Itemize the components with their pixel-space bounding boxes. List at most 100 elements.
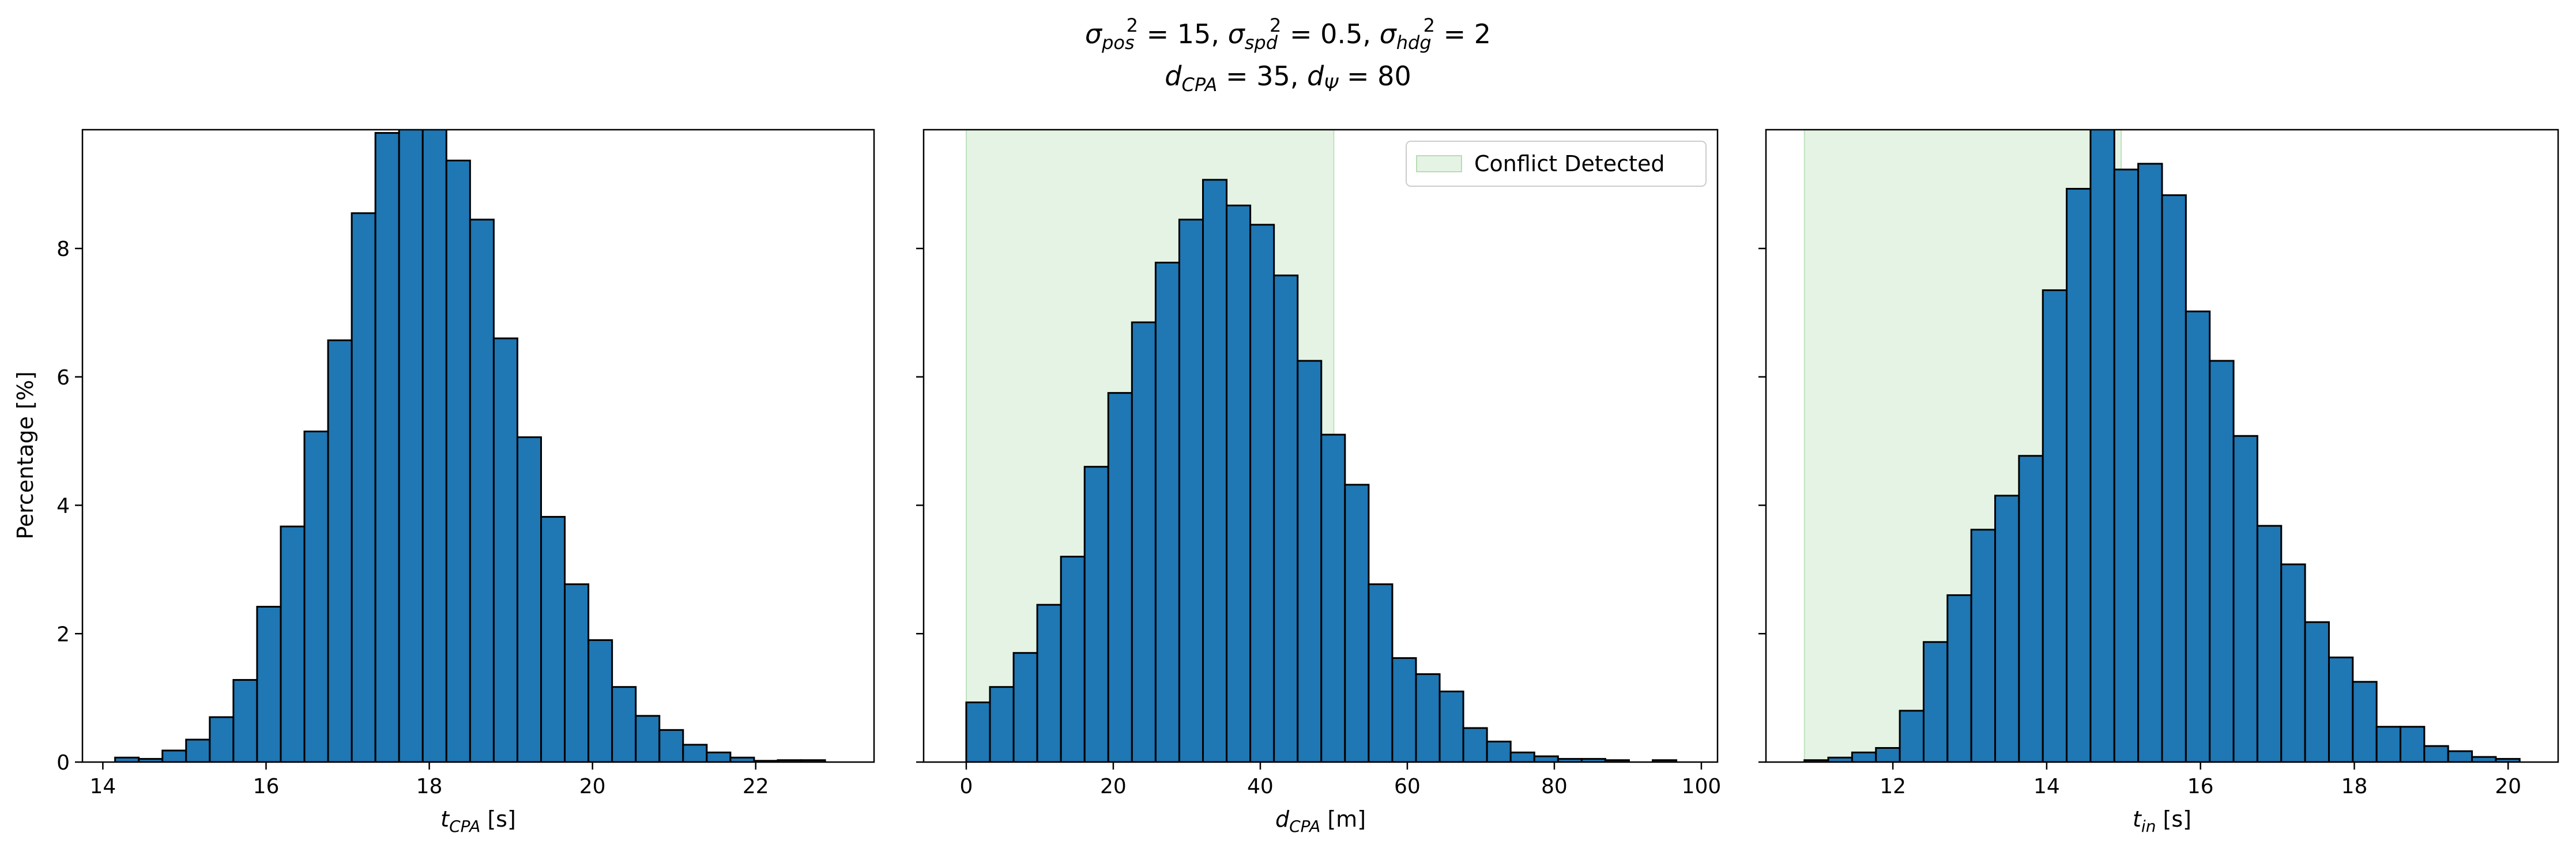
histogram-bar xyxy=(635,715,661,762)
histogram-bar xyxy=(492,337,518,762)
histogram-bar xyxy=(1202,179,1228,762)
histogram-bar xyxy=(1946,594,1972,762)
axes-frame xyxy=(81,129,875,763)
histogram-bar xyxy=(1320,433,1346,762)
histogram-bar xyxy=(327,339,353,762)
histogram-panel-2: 0 20 40 60 80 100 dCPA [m] Conflict Detected xyxy=(916,129,1722,836)
histogram-bar xyxy=(611,686,637,762)
y-tick-label: 0 xyxy=(57,751,70,775)
histogram-bar xyxy=(1131,321,1157,762)
x-tick-label: 18 xyxy=(2341,775,2368,798)
histogram-bar xyxy=(2137,163,2163,762)
histogram-bar xyxy=(1462,727,1488,762)
histogram-bar xyxy=(185,738,211,762)
histogram-bar xyxy=(1509,751,1535,762)
x-axis-label: tin [s] xyxy=(2133,806,2191,836)
histogram-bar xyxy=(2375,726,2402,762)
plot-area xyxy=(965,130,1678,762)
histogram-bar xyxy=(1273,274,1299,762)
histogram-bar xyxy=(2185,310,2211,762)
histogram-bar xyxy=(540,516,566,762)
histogram-bar xyxy=(1994,495,2020,762)
y-tick-label: 2 xyxy=(57,623,70,646)
histogram-bar xyxy=(2042,289,2068,762)
histogram-bar xyxy=(658,729,684,762)
histogram-bar xyxy=(1178,218,1204,762)
histogram-bar xyxy=(2471,756,2497,762)
figure-title: σpos2 = 15, σspd2 = 0.5, σhdg2 = 2 dCPA … xyxy=(1085,14,1491,96)
histogram-bar xyxy=(1036,604,1062,762)
legend-swatch xyxy=(1416,155,1462,172)
x-axis-label: tCPA [s] xyxy=(440,806,516,836)
y-tick-label: 4 xyxy=(57,495,70,518)
histogram-bar xyxy=(965,701,991,762)
histogram-bar xyxy=(374,132,400,762)
histogram-bar xyxy=(1438,690,1464,762)
histogram-bar xyxy=(280,525,306,762)
legend: Conflict Detected xyxy=(1406,141,1707,187)
x-tick-label: 0 xyxy=(959,775,973,798)
histogram-bar xyxy=(2018,455,2044,762)
figure-title-line-1: σpos2 = 15, σspd2 = 0.5, σhdg2 = 2 xyxy=(1085,14,1491,54)
y-tick-label: 6 xyxy=(57,366,70,390)
plot-area xyxy=(1803,130,2521,762)
histogram-bar xyxy=(1226,204,1252,762)
x-tick-label: 100 xyxy=(1682,775,1722,798)
histogram-bar xyxy=(1875,747,1901,762)
histogram-panels: 14 16 18 20 22 0 2 4 6 8 tCPA [s] 0 20 40 60 80 100 dCPA … xyxy=(57,129,2559,836)
histogram-bar xyxy=(398,130,424,762)
histogram-bar xyxy=(1012,652,1038,762)
histogram-bar xyxy=(800,759,826,762)
histogram-bar xyxy=(1970,529,1997,762)
histogram-bar xyxy=(351,212,376,762)
histogram-bar xyxy=(1060,556,1086,762)
histogram-bar xyxy=(2089,130,2115,762)
histogram-bar xyxy=(1533,755,1559,762)
histogram-bar xyxy=(2423,745,2449,762)
histogram-bar xyxy=(2113,168,2140,762)
x-tick-label: 16 xyxy=(253,775,280,798)
y-tick-label: 8 xyxy=(57,237,70,261)
histogram-bar xyxy=(1249,224,1275,762)
legend-label: Conflict Detected xyxy=(1474,151,1664,176)
x-tick-label: 20 xyxy=(579,775,606,798)
x-tick-label: 80 xyxy=(1541,775,1568,798)
histogram-bar xyxy=(1107,392,1133,762)
histogram-bar xyxy=(2328,656,2354,762)
histogram-panel-3: 12 14 16 18 20 tin [s] xyxy=(1758,129,2559,836)
histogram-bar xyxy=(729,756,755,762)
axes-frame xyxy=(922,129,1719,763)
histogram-bar xyxy=(989,686,1015,762)
histogram-bar xyxy=(2400,726,2426,762)
axes-frame xyxy=(1765,129,2559,763)
histogram-bar xyxy=(564,583,590,762)
histogram-bar xyxy=(682,744,708,762)
histogram-bar xyxy=(1652,759,1678,762)
histogram-bar xyxy=(2495,757,2521,762)
x-tick-label: 14 xyxy=(89,775,116,798)
histogram-bar xyxy=(1922,641,1949,762)
y-axis-label: Percentage [%] xyxy=(13,371,38,540)
histogram-bar xyxy=(1368,583,1394,762)
histogram-bar xyxy=(1297,360,1323,762)
x-tick-label: 16 xyxy=(2187,775,2214,798)
histogram-bar xyxy=(2280,563,2306,762)
histogram-bar xyxy=(1154,262,1180,762)
histogram-bar xyxy=(421,130,447,762)
histogram-bar xyxy=(2447,750,2473,762)
histogram-bar xyxy=(2352,681,2378,762)
histogram-bar xyxy=(1391,657,1417,762)
histogram-bar xyxy=(1344,484,1370,762)
histogram-bar xyxy=(2209,360,2235,762)
figure-title-line-2: dCPA = 35, dΨ = 80 xyxy=(1165,61,1411,96)
x-tick-label: 60 xyxy=(1394,775,1421,798)
histogram-bar xyxy=(1486,740,1512,762)
histogram-bar xyxy=(445,159,471,762)
histogram-bar xyxy=(1851,751,1877,762)
x-axis-label: dCPA [m] xyxy=(1275,806,1366,836)
histogram-bar xyxy=(2161,194,2187,762)
x-tick-label: 20 xyxy=(2495,775,2521,798)
x-tick-label: 14 xyxy=(2033,775,2060,798)
histogram-bar xyxy=(587,639,613,762)
